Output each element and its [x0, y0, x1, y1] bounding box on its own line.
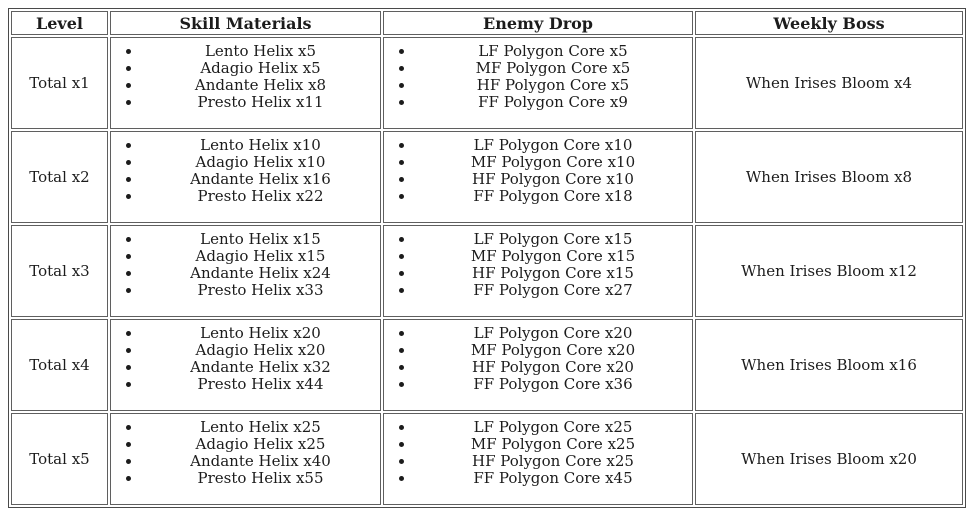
col-header-skill-materials: Skill Materials — [110, 11, 381, 35]
list-item: Lento Helix x20 — [142, 325, 379, 342]
list-item: Presto Helix x44 — [142, 376, 379, 393]
enemy-drop-cell: LF Polygon Core x5MF Polygon Core x5HF P… — [383, 37, 693, 129]
list-item: MF Polygon Core x10 — [415, 154, 691, 171]
list-item: Presto Helix x33 — [142, 282, 379, 299]
list-item: FF Polygon Core x36 — [415, 376, 691, 393]
list-item: Adagio Helix x10 — [142, 154, 379, 171]
list-item: Andante Helix x32 — [142, 359, 379, 376]
list-item: Adagio Helix x15 — [142, 248, 379, 265]
table-body: Total x1Lento Helix x5Adagio Helix x5And… — [11, 37, 963, 505]
table-row: Total x3Lento Helix x15Adagio Helix x15A… — [11, 225, 963, 317]
list-item: Lento Helix x5 — [142, 43, 379, 60]
col-header-level: Level — [11, 11, 108, 35]
enemy-drop-list: LF Polygon Core x25MF Polygon Core x25HF… — [385, 419, 691, 487]
weekly-boss-cell: When Irises Bloom x12 — [695, 225, 963, 317]
list-item: MF Polygon Core x15 — [415, 248, 691, 265]
weekly-boss-cell: When Irises Bloom x4 — [695, 37, 963, 129]
list-item: FF Polygon Core x9 — [415, 94, 691, 111]
list-item: LF Polygon Core x10 — [415, 137, 691, 154]
level-cell: Total x2 — [11, 131, 108, 223]
list-item: MF Polygon Core x5 — [415, 60, 691, 77]
list-item: HF Polygon Core x25 — [415, 453, 691, 470]
skill-materials-list: Lento Helix x25Adagio Helix x25Andante H… — [112, 419, 379, 487]
skill-materials-cell: Lento Helix x5Adagio Helix x5Andante Hel… — [110, 37, 381, 129]
list-item: Andante Helix x40 — [142, 453, 379, 470]
enemy-drop-cell: LF Polygon Core x15MF Polygon Core x15HF… — [383, 225, 693, 317]
table-row: Total x1Lento Helix x5Adagio Helix x5And… — [11, 37, 963, 129]
list-item: HF Polygon Core x10 — [415, 171, 691, 188]
weekly-boss-cell: When Irises Bloom x16 — [695, 319, 963, 411]
table-row: Total x4Lento Helix x20Adagio Helix x20A… — [11, 319, 963, 411]
list-item: MF Polygon Core x20 — [415, 342, 691, 359]
col-header-weekly-boss: Weekly Boss — [695, 11, 963, 35]
table-row: Total x5Lento Helix x25Adagio Helix x25A… — [11, 413, 963, 505]
list-item: Andante Helix x8 — [142, 77, 379, 94]
table-row: Total x2Lento Helix x10Adagio Helix x10A… — [11, 131, 963, 223]
list-item: Andante Helix x16 — [142, 171, 379, 188]
list-item: HF Polygon Core x20 — [415, 359, 691, 376]
materials-table: Level Skill Materials Enemy Drop Weekly … — [8, 8, 966, 508]
enemy-drop-list: LF Polygon Core x15MF Polygon Core x15HF… — [385, 231, 691, 299]
list-item: Presto Helix x22 — [142, 188, 379, 205]
weekly-boss-cell: When Irises Bloom x20 — [695, 413, 963, 505]
enemy-drop-cell: LF Polygon Core x25MF Polygon Core x25HF… — [383, 413, 693, 505]
list-item: LF Polygon Core x20 — [415, 325, 691, 342]
enemy-drop-cell: LF Polygon Core x20MF Polygon Core x20HF… — [383, 319, 693, 411]
col-header-enemy-drop: Enemy Drop — [383, 11, 693, 35]
skill-materials-list: Lento Helix x5Adagio Helix x5Andante Hel… — [112, 43, 379, 111]
list-item: Lento Helix x10 — [142, 137, 379, 154]
enemy-drop-cell: LF Polygon Core x10MF Polygon Core x10HF… — [383, 131, 693, 223]
list-item: Adagio Helix x5 — [142, 60, 379, 77]
skill-materials-list: Lento Helix x20Adagio Helix x20Andante H… — [112, 325, 379, 393]
enemy-drop-list: LF Polygon Core x10MF Polygon Core x10HF… — [385, 137, 691, 205]
header-row: Level Skill Materials Enemy Drop Weekly … — [11, 11, 963, 35]
enemy-drop-list: LF Polygon Core x20MF Polygon Core x20HF… — [385, 325, 691, 393]
level-cell: Total x5 — [11, 413, 108, 505]
list-item: HF Polygon Core x5 — [415, 77, 691, 94]
list-item: FF Polygon Core x27 — [415, 282, 691, 299]
enemy-drop-list: LF Polygon Core x5MF Polygon Core x5HF P… — [385, 43, 691, 111]
skill-materials-cell: Lento Helix x10Adagio Helix x10Andante H… — [110, 131, 381, 223]
level-cell: Total x1 — [11, 37, 108, 129]
list-item: LF Polygon Core x15 — [415, 231, 691, 248]
list-item: Presto Helix x11 — [142, 94, 379, 111]
list-item: LF Polygon Core x5 — [415, 43, 691, 60]
list-item: FF Polygon Core x45 — [415, 470, 691, 487]
list-item: MF Polygon Core x25 — [415, 436, 691, 453]
skill-materials-list: Lento Helix x10Adagio Helix x10Andante H… — [112, 137, 379, 205]
skill-materials-cell: Lento Helix x20Adagio Helix x20Andante H… — [110, 319, 381, 411]
level-cell: Total x3 — [11, 225, 108, 317]
level-cell: Total x4 — [11, 319, 108, 411]
list-item: Andante Helix x24 — [142, 265, 379, 282]
list-item: Adagio Helix x25 — [142, 436, 379, 453]
weekly-boss-cell: When Irises Bloom x8 — [695, 131, 963, 223]
list-item: LF Polygon Core x25 — [415, 419, 691, 436]
list-item: Adagio Helix x20 — [142, 342, 379, 359]
list-item: Lento Helix x25 — [142, 419, 379, 436]
list-item: Lento Helix x15 — [142, 231, 379, 248]
list-item: HF Polygon Core x15 — [415, 265, 691, 282]
list-item: FF Polygon Core x18 — [415, 188, 691, 205]
skill-materials-cell: Lento Helix x15Adagio Helix x15Andante H… — [110, 225, 381, 317]
skill-materials-list: Lento Helix x15Adagio Helix x15Andante H… — [112, 231, 379, 299]
list-item: Presto Helix x55 — [142, 470, 379, 487]
skill-materials-cell: Lento Helix x25Adagio Helix x25Andante H… — [110, 413, 381, 505]
